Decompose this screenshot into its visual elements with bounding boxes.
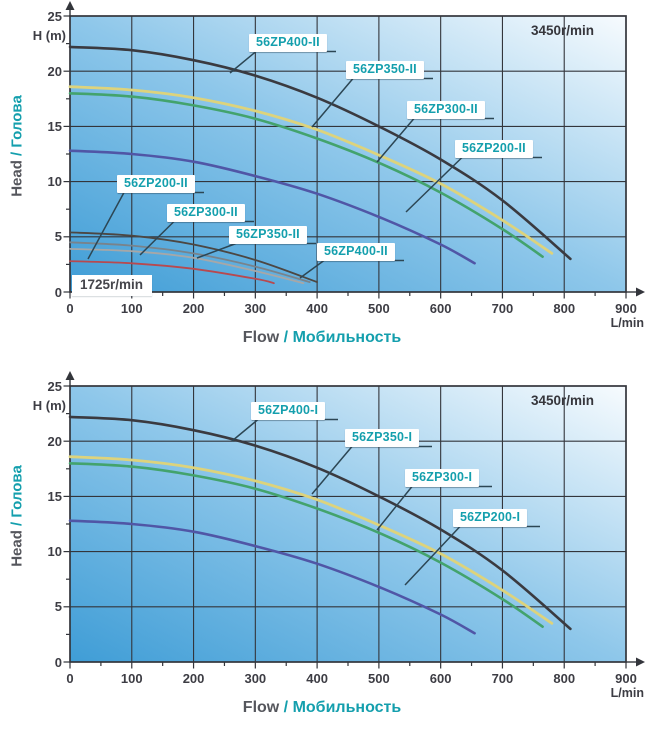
- plot-border: [69, 15, 627, 293]
- label-leader-line: [376, 486, 413, 531]
- chart-canvas: [63, 1, 645, 299]
- plot-border: [69, 385, 627, 663]
- head-flow-curve-56zp350-ii-1725rpm: [69, 241, 311, 283]
- label-leader-line: [376, 118, 415, 163]
- x-axis-arrowhead: [636, 287, 645, 297]
- head-flow-curve-56zp400-ii-3450rpm: [68, 45, 572, 261]
- head-flow-curve-56zp350-i-3450rpm: [68, 455, 554, 625]
- label-leader-line: [311, 446, 353, 495]
- head-flow-curve-56zp200-i-3450rpm: [68, 519, 476, 635]
- label-leader-line: [311, 78, 354, 128]
- label-leader-line: [229, 50, 257, 74]
- chart-canvas: [63, 371, 645, 669]
- y-axis-arrowhead: [65, 1, 75, 10]
- head-flow-curve-56zp300-ii-3450rpm: [68, 92, 544, 258]
- head-flow-curve-56zp400-i-3450rpm: [68, 415, 572, 631]
- plot-area: [70, 16, 626, 292]
- pump-chart-56zp-i: H (m) L/min 3450r/min Head / Голова Flow…: [0, 370, 663, 740]
- head-flow-curve-56zp200-ii-3450rpm: [68, 149, 476, 265]
- plot-area: [70, 386, 626, 662]
- head-flow-curve-56zp400-ii-1725rpm: [69, 231, 318, 283]
- label-leader-line: [87, 192, 125, 260]
- label-leader-line: [231, 418, 259, 442]
- head-flow-curve-56zp300-ii-1725rpm: [69, 248, 305, 285]
- x-axis-arrowhead: [636, 657, 645, 667]
- label-leader-line: [405, 156, 463, 213]
- label-leader-line: [299, 259, 325, 279]
- head-flow-curve-56zp200-ii-1725rpm: [69, 260, 275, 285]
- label-leader-line: [196, 242, 237, 259]
- pump-chart-56zp-ii: H (m) L/min 3450r/min 1725r/min Head / Г…: [9, 1, 645, 346]
- label-leader-line: [404, 525, 461, 586]
- y-axis-arrowhead: [65, 371, 75, 380]
- head-flow-curve-56zp350-ii-3450rpm: [68, 85, 554, 255]
- head-flow-curve-56zp300-i-3450rpm: [68, 462, 544, 628]
- label-leader-line: [139, 220, 175, 256]
